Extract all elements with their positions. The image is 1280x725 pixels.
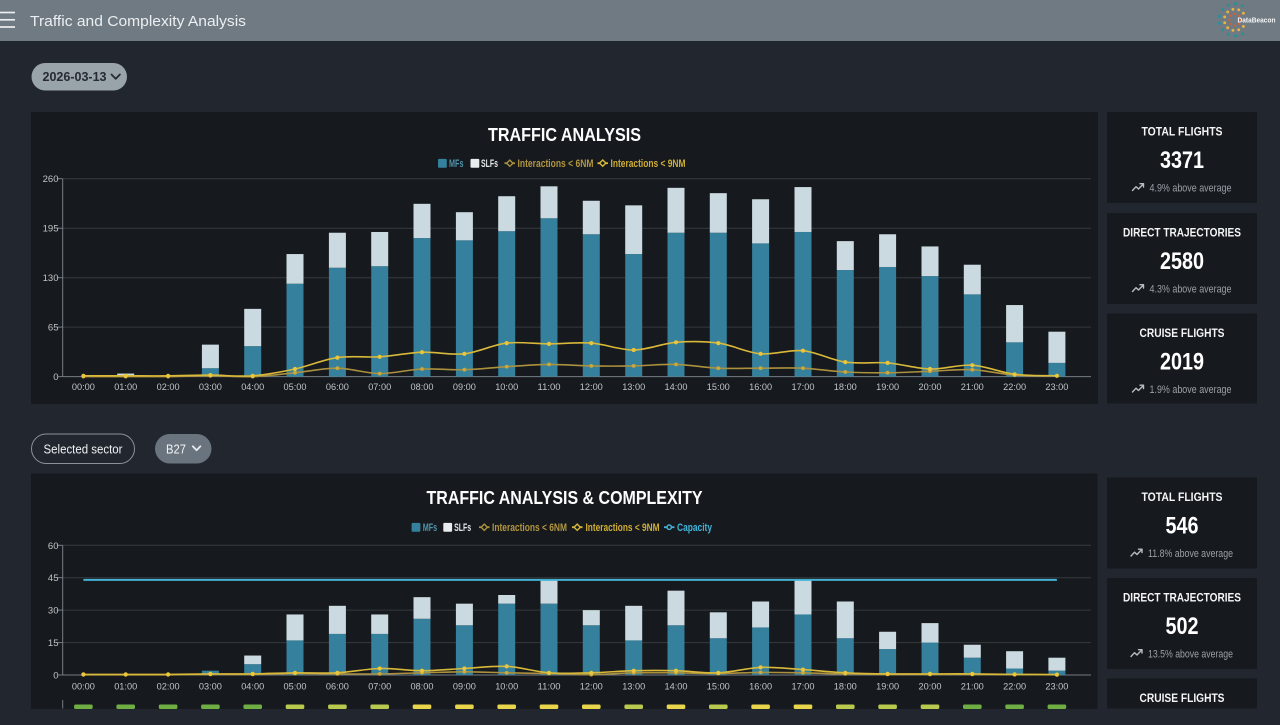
svg-text:4.3% above average: 4.3% above average	[1150, 284, 1232, 296]
svg-text:TRAFFIC ANALYSIS & COMPLEXITY: TRAFFIC ANALYSIS & COMPLEXITY	[427, 488, 703, 508]
svg-text:03:00: 03:00	[199, 382, 222, 393]
svg-text:06:00: 06:00	[326, 682, 349, 693]
svg-text:13:00: 13:00	[622, 382, 645, 393]
svg-text:00:00: 00:00	[72, 682, 95, 693]
svg-text:14:00: 14:00	[665, 682, 688, 693]
svg-text:TRAFFIC ANALYSIS: TRAFFIC ANALYSIS	[488, 125, 641, 145]
svg-text:11:00: 11:00	[538, 382, 561, 393]
svg-text:2580: 2580	[1160, 248, 1204, 275]
svg-text:07:00: 07:00	[368, 682, 391, 693]
svg-text:DIRECT TRAJECTORIES: DIRECT TRAJECTORIES	[1123, 590, 1241, 604]
svg-text:04:00: 04:00	[241, 682, 264, 693]
svg-text:02:00: 02:00	[157, 682, 180, 693]
svg-text:19:00: 19:00	[876, 382, 899, 393]
svg-text:09:00: 09:00	[453, 682, 476, 693]
svg-text:Interactions < 9NM: Interactions < 9NM	[611, 158, 686, 170]
svg-text:00:00: 00:00	[72, 382, 95, 393]
svg-text:15:00: 15:00	[707, 682, 730, 693]
svg-text:13.5% above average: 13.5% above average	[1148, 649, 1233, 661]
svg-text:12:00: 12:00	[580, 682, 603, 693]
svg-text:23:00: 23:00	[1045, 682, 1068, 693]
svg-text:09:00: 09:00	[453, 382, 476, 393]
svg-text:11:00: 11:00	[538, 682, 561, 693]
svg-text:Traffic and Complexity Analysi: Traffic and Complexity Analysis	[30, 13, 246, 30]
svg-text:TOTAL FLIGHTS: TOTAL FLIGHTS	[1142, 124, 1223, 138]
svg-text:18:00: 18:00	[834, 682, 857, 693]
svg-text:07:00: 07:00	[368, 382, 391, 393]
svg-text:21:00: 21:00	[961, 382, 984, 393]
svg-text:195: 195	[43, 224, 59, 235]
svg-text:1.9% above average: 1.9% above average	[1150, 384, 1232, 396]
svg-text:260: 260	[43, 174, 59, 185]
svg-text:20:00: 20:00	[919, 682, 942, 693]
svg-text:03:00: 03:00	[199, 682, 222, 693]
svg-text:15:00: 15:00	[707, 382, 730, 393]
svg-text:10:00: 10:00	[495, 682, 518, 693]
svg-text:21:00: 21:00	[961, 682, 984, 693]
svg-text:MFs: MFs	[449, 158, 464, 170]
svg-text:4.9% above average: 4.9% above average	[1150, 183, 1232, 195]
svg-text:Interactions < 9NM: Interactions < 9NM	[586, 522, 660, 534]
svg-text:CRUISE FLIGHTS: CRUISE FLIGHTS	[1140, 691, 1225, 705]
svg-text:45: 45	[48, 573, 59, 584]
svg-text:130: 130	[43, 273, 59, 284]
svg-text:11.8% above average: 11.8% above average	[1148, 548, 1233, 560]
svg-text:Interactions < 6NM: Interactions < 6NM	[492, 522, 567, 534]
svg-text:22:00: 22:00	[1003, 382, 1026, 393]
svg-text:2019: 2019	[1160, 349, 1204, 376]
svg-text:12:00: 12:00	[580, 382, 603, 393]
svg-text:01:00: 01:00	[114, 382, 137, 393]
svg-text:16:00: 16:00	[749, 682, 772, 693]
svg-text:0: 0	[53, 671, 58, 682]
svg-text:60: 60	[48, 541, 59, 552]
svg-text:16:00: 16:00	[749, 382, 772, 393]
svg-text:SLFs: SLFs	[454, 522, 471, 534]
svg-text:20:00: 20:00	[919, 382, 942, 393]
svg-text:502: 502	[1166, 613, 1199, 640]
svg-text:DIRECT TRAJECTORIES: DIRECT TRAJECTORIES	[1123, 225, 1241, 239]
svg-text:B27: B27	[166, 441, 186, 456]
svg-text:MFs: MFs	[423, 522, 438, 534]
svg-text:19:00: 19:00	[876, 682, 899, 693]
svg-text:0: 0	[53, 372, 58, 383]
svg-text:08:00: 08:00	[411, 682, 434, 693]
svg-text:22:00: 22:00	[1003, 682, 1026, 693]
svg-text:17:00: 17:00	[792, 682, 815, 693]
svg-text:Capacity: Capacity	[677, 522, 713, 534]
svg-text:18:00: 18:00	[834, 382, 857, 393]
svg-text:04:00: 04:00	[241, 382, 264, 393]
svg-text:01:00: 01:00	[114, 682, 137, 693]
svg-text:30: 30	[48, 606, 59, 617]
svg-text:SLFs: SLFs	[481, 158, 498, 170]
svg-text:06:00: 06:00	[326, 382, 349, 393]
svg-text:17:00: 17:00	[792, 382, 815, 393]
svg-text:15: 15	[48, 638, 59, 649]
svg-text:14:00: 14:00	[665, 382, 688, 393]
svg-text:TOTAL FLIGHTS: TOTAL FLIGHTS	[1142, 490, 1223, 504]
svg-text:546: 546	[1166, 513, 1199, 540]
svg-text:Selected sector: Selected sector	[44, 441, 124, 456]
svg-text:05:00: 05:00	[284, 682, 307, 693]
svg-text:02:00: 02:00	[157, 382, 180, 393]
svg-text:Interactions < 6NM: Interactions < 6NM	[518, 158, 594, 170]
svg-text:10:00: 10:00	[495, 382, 518, 393]
svg-text:23:00: 23:00	[1045, 382, 1068, 393]
svg-text:08:00: 08:00	[411, 382, 434, 393]
svg-text:CRUISE FLIGHTS: CRUISE FLIGHTS	[1140, 326, 1225, 340]
svg-text:3371: 3371	[1160, 147, 1204, 174]
svg-text:13:00: 13:00	[622, 682, 645, 693]
svg-text:65: 65	[48, 323, 59, 334]
svg-text:2026-03-13: 2026-03-13	[43, 70, 107, 84]
svg-text:05:00: 05:00	[284, 382, 307, 393]
svg-text:DataBeacon: DataBeacon	[1238, 15, 1276, 24]
